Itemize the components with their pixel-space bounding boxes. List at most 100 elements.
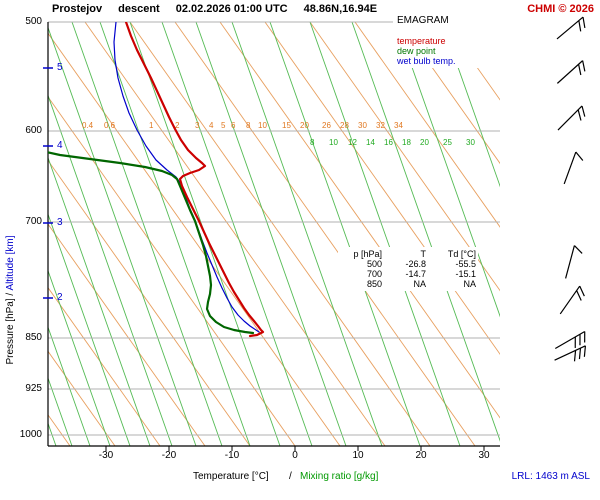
table-cell: -26.8 [405, 259, 426, 269]
wind-barb-staff [556, 60, 584, 84]
mixing-ratio-label-orange: 6 [231, 121, 236, 130]
mixing-ratio-label-orange: 20 [300, 121, 309, 130]
sounding-type: descent [118, 3, 160, 15]
mixing-ratio-label-green: 12 [348, 138, 357, 147]
mixing-ratio-line [489, 22, 500, 52]
wind-barb-staff [565, 245, 575, 279]
temp-tick--30: -30 [98, 450, 114, 461]
wind-barb-feather [581, 105, 586, 117]
table-header-t: T [420, 249, 427, 259]
wind-barb-feather [579, 285, 585, 297]
wind-barb-feather [573, 245, 583, 254]
mixing-ratio-line [71, 22, 223, 446]
mixing-ratio-label-green: 30 [466, 138, 475, 147]
table-cell: 850 [366, 279, 382, 289]
pressure-tick-700: 700 [25, 216, 42, 227]
pressure-tick-850: 850 [25, 332, 42, 343]
table-cell: 700 [366, 269, 382, 279]
temp-tick-20: 20 [415, 450, 427, 461]
title-bar: Prostejov descent 02.02.2026 01:00 UTC 48.8… [52, 3, 393, 15]
mixing-ratio-label-green: 8 [310, 138, 315, 147]
mixing-ratio-label-orange: 15 [282, 121, 291, 130]
mixing-axis-label: Mixing ratio [g/kg] [300, 471, 379, 482]
temp-tick-0: 0 [292, 450, 298, 461]
dry-adiabat-line [129, 22, 431, 446]
legend: EMAGRAM temperature dew point wet bulb t… [393, 14, 503, 68]
table-header-td: Td [°C] [447, 249, 476, 259]
station-name: Prostejov [52, 3, 103, 15]
wind-barb-feather [582, 60, 586, 72]
mixing-ratio-line [48, 26, 197, 446]
wind-barb-staff [556, 16, 584, 40]
table-cell: -14.7 [405, 269, 426, 279]
mixing-ratio-line [48, 325, 91, 446]
mixing-ratio-line [48, 94, 173, 446]
dew-point-curve [48, 151, 255, 335]
mixing-ratio-line [351, 22, 500, 442]
wind-barb-feather [583, 345, 587, 357]
table-header-p: p [hPa] [353, 249, 382, 259]
legend-wet-bulb: wet bulb temp. [397, 56, 456, 66]
mixing-ratio-label-green: 10 [329, 138, 338, 147]
station-coords: 48.86N,16.94E [303, 3, 378, 15]
background-lines [48, 22, 500, 446]
dry-adiabat-line [489, 22, 500, 37]
wet-bulb-curve [113, 22, 260, 333]
mixing-ratio-label-orange: 32 [376, 121, 385, 130]
wind-barb-feather [577, 109, 582, 121]
pressure-tick-600: 600 [25, 125, 42, 136]
mixing-ratio-line [99, 22, 251, 446]
mixing-ratio-label-orange: 8 [246, 121, 251, 130]
mixing-ratio-label-green: 18 [402, 138, 411, 147]
altitude-tick-4: 4 [57, 140, 63, 151]
mixing-ratio-label-orange: 30 [358, 121, 367, 130]
mixing-ratio-line [195, 22, 347, 446]
dry-adiabat-line [48, 286, 161, 446]
table-cell: NA [463, 279, 476, 289]
wind-barb-staff [563, 151, 577, 185]
table-cell: NA [413, 279, 426, 289]
mixing-ratio-label-orange: 26 [322, 121, 331, 130]
mixing-ratio-label-orange: 5 [221, 121, 226, 130]
mixing-ratio-line [395, 22, 500, 318]
mixing-ratio-line [269, 22, 421, 446]
dry-adiabat-line [84, 22, 386, 446]
pressure-tick-925: 925 [25, 383, 42, 394]
sounding-levels-table: p [hPa] T Td [°C] 500 -26.8 -55.5 700 -1… [338, 247, 478, 291]
altitude-tick-5: 5 [57, 62, 63, 73]
wind-barb-feather [576, 290, 582, 301]
dry-adiabat-line [309, 22, 500, 292]
mixing-ratio-label-orange: 0.4 [82, 121, 94, 130]
mixing-ratio-label-orange: 2 [175, 121, 180, 130]
temp-axis-label: Temperature [°C] [193, 471, 269, 482]
dry-adiabat-line [444, 22, 500, 101]
mixing-ratio-line [48, 156, 151, 446]
x-axis-separator: / [289, 471, 292, 482]
mixing-ratio-line [48, 212, 131, 446]
legend-temperature: temperature [397, 36, 446, 46]
sounding-datetime: 02.02.2026 01:00 UTC [175, 3, 288, 15]
y-axis-separator: / [5, 292, 16, 296]
table-cell: -15.1 [455, 269, 476, 279]
mixing-ratio-line [441, 22, 500, 188]
legend-title: EMAGRAM [397, 15, 449, 26]
mixing-ratio-line [231, 22, 383, 446]
mixing-ratio-label-green: 14 [366, 138, 375, 147]
mixing-ratio-label-orange: 34 [394, 121, 403, 130]
wind-barb-feather [578, 64, 582, 76]
pressure-axis-label: Pressure [hPa] [5, 298, 16, 365]
temp-tick-30: 30 [478, 450, 490, 461]
dry-adiabat-line [354, 22, 500, 228]
wind-barb-staff [559, 285, 581, 315]
mixing-ratio-label-orange: 4 [209, 121, 214, 130]
dry-adiabat-line [219, 22, 500, 419]
wind-barb-feather [578, 348, 582, 360]
dry-adiabat-line [174, 22, 476, 446]
wind-barb-feather [575, 151, 584, 161]
wind-barbs [554, 16, 587, 362]
table-cell: 500 [366, 259, 382, 269]
lrl-value: LRL: 1463 m ASL [511, 471, 590, 482]
wind-barb-feather [573, 350, 577, 362]
